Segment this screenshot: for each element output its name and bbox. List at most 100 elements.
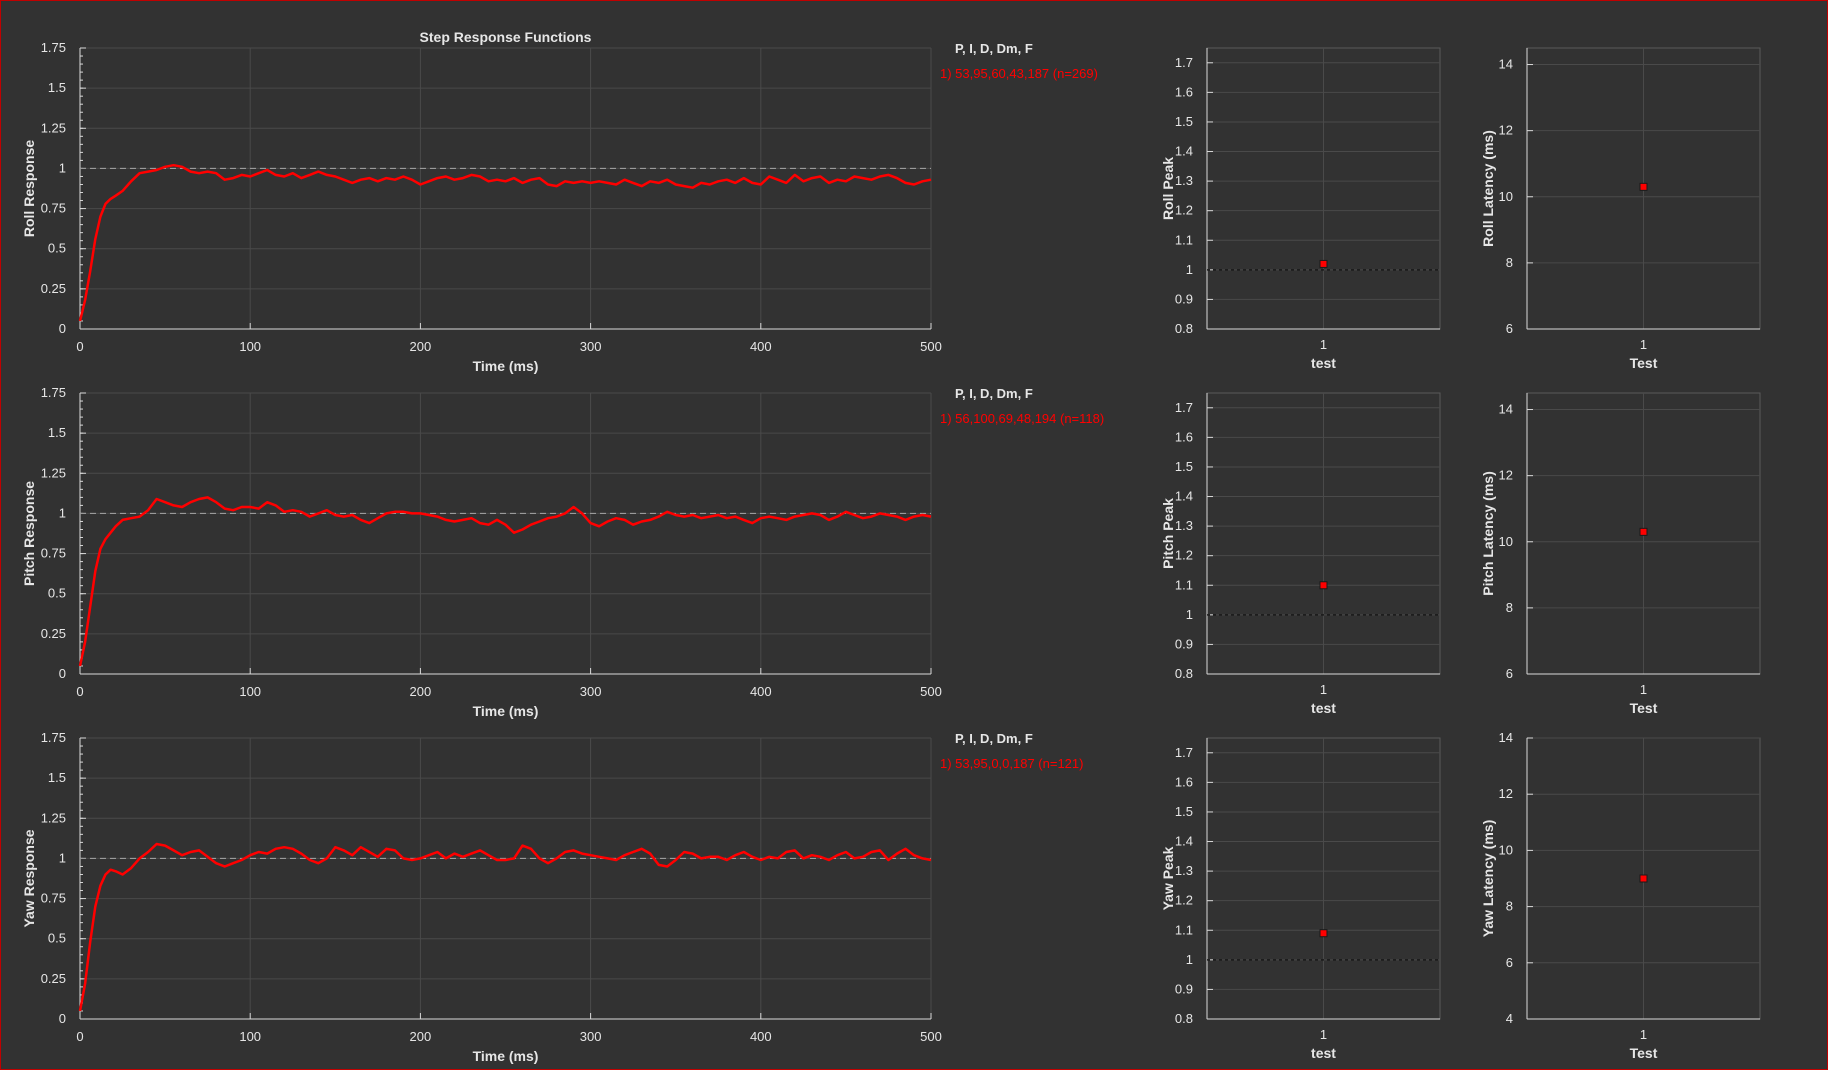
y-tick-label: 1 xyxy=(59,850,66,865)
data-point xyxy=(1319,929,1328,938)
y-tick-label: 1 xyxy=(1186,952,1193,967)
chart-panel-5: 6 8 10 12 14 1 Pitch Latency (ms) Test xyxy=(1480,392,1761,716)
y-tick-label: 10 xyxy=(1499,534,1513,549)
y-tick-label: 4 xyxy=(1506,1011,1513,1026)
x-axis-label: Time (ms) xyxy=(473,703,539,719)
y-tick-label: 0 xyxy=(59,321,66,336)
data-point xyxy=(1639,874,1648,883)
y-tick-label: 0 xyxy=(59,1011,66,1026)
y-tick-label: 1.2 xyxy=(1175,893,1193,908)
y-tick-label: 1.4 xyxy=(1175,144,1193,159)
x-tick-label: 300 xyxy=(580,684,602,699)
y-tick-label: 1.75 xyxy=(41,385,66,400)
data-point xyxy=(1319,581,1328,590)
y-tick-label: 1.3 xyxy=(1175,173,1193,188)
y-tick-label: 8 xyxy=(1506,255,1513,270)
y-tick-label: 0.9 xyxy=(1175,981,1193,996)
y-tick-label: 0.8 xyxy=(1175,321,1193,336)
y-tick-label: 1.25 xyxy=(41,120,66,135)
y-tick-label: 1.5 xyxy=(1175,114,1193,129)
y-tick-label: 1.5 xyxy=(1175,804,1193,819)
x-axis-label: test xyxy=(1311,1045,1336,1061)
y-tick-label: 12 xyxy=(1499,468,1513,483)
y-tick-label: 1.25 xyxy=(41,465,66,480)
x-tick-label: 200 xyxy=(410,339,432,354)
x-tick-label: 200 xyxy=(410,684,432,699)
chart-panel-6: 0 0.25 0.5 0.75 1 1.25 1.5 1.75 0 100 200 300 400 500… xyxy=(21,730,1083,1064)
y-axis-label: Pitch Peak xyxy=(1160,498,1176,569)
x-tick-label: 100 xyxy=(239,1029,261,1044)
y-tick-label: 1.75 xyxy=(41,40,66,55)
chart-panel-8: 4 6 8 10 12 14 1 Yaw Latency (ms) Test xyxy=(1480,730,1761,1061)
x-tick-label: 0 xyxy=(76,684,83,699)
y-tick-label: 1.75 xyxy=(41,730,66,745)
y-tick-label: 1.2 xyxy=(1175,203,1193,218)
y-tick-label: 1.3 xyxy=(1175,863,1193,878)
chart-panel-3: 0 0.25 0.5 0.75 1 1.25 1.5 1.75 0 100 200 300 400 500… xyxy=(21,385,1104,719)
x-tick-label: 100 xyxy=(239,684,261,699)
step-response-line xyxy=(78,496,932,667)
y-tick-label: 1.1 xyxy=(1175,232,1193,247)
y-tick-label: 1.25 xyxy=(41,810,66,825)
x-tick-label: 500 xyxy=(920,1029,942,1044)
x-tick-label: 400 xyxy=(750,684,772,699)
y-tick-label: 10 xyxy=(1499,842,1513,857)
x-axis-label: Time (ms) xyxy=(473,358,539,374)
y-tick-label: 0.5 xyxy=(48,586,66,601)
x-axis-label: Time (ms) xyxy=(473,1048,539,1064)
y-axis-label: Roll Peak xyxy=(1160,157,1176,220)
x-tick-label: 1 xyxy=(1320,682,1327,697)
y-tick-label: 1.4 xyxy=(1175,834,1193,849)
x-tick-label: 0 xyxy=(76,339,83,354)
chart-title: Step Response Functions xyxy=(420,29,592,45)
chart-panel-2: 6 8 10 12 14 1 Roll Latency (ms) Test xyxy=(1480,47,1761,371)
legend-title: P, I, D, Dm, F xyxy=(955,386,1033,401)
y-tick-label: 1.5 xyxy=(48,80,66,95)
y-tick-label: 0.9 xyxy=(1175,291,1193,306)
y-tick-label: 1.5 xyxy=(48,425,66,440)
y-axis-label: Yaw Response xyxy=(21,829,37,927)
y-tick-label: 10 xyxy=(1499,189,1513,204)
x-tick-label: 300 xyxy=(580,339,602,354)
y-tick-label: 6 xyxy=(1506,666,1513,681)
y-tick-label: 0.9 xyxy=(1175,636,1193,651)
y-tick-label: 1.5 xyxy=(1175,459,1193,474)
y-tick-label: 0.8 xyxy=(1175,1011,1193,1026)
y-tick-label: 8 xyxy=(1506,600,1513,615)
step-response-line xyxy=(78,163,932,322)
x-tick-label: 500 xyxy=(920,339,942,354)
x-axis-label: test xyxy=(1311,700,1336,716)
y-tick-label: 1.3 xyxy=(1175,518,1193,533)
y-tick-label: 1.6 xyxy=(1175,774,1193,789)
y-tick-label: 6 xyxy=(1506,955,1513,970)
x-tick-label: 400 xyxy=(750,1029,772,1044)
y-tick-label: 1.6 xyxy=(1175,84,1193,99)
legend-entry: 1) 53,95,0,0,187 (n=121) xyxy=(940,756,1083,771)
y-tick-label: 0.5 xyxy=(48,241,66,256)
chart-panel-7: 0.8 0.9 1 1.1 1.2 1.3 1.4 1.5 1.6 1.7 1 Yaw Peak tes… xyxy=(1160,737,1441,1061)
y-tick-label: 1.4 xyxy=(1175,489,1193,504)
y-tick-label: 14 xyxy=(1499,402,1513,417)
x-tick-label: 200 xyxy=(410,1029,432,1044)
legend-title: P, I, D, Dm, F xyxy=(955,731,1033,746)
x-tick-label: 1 xyxy=(1320,1027,1327,1042)
y-tick-label: 1.5 xyxy=(48,770,66,785)
y-tick-label: 1.7 xyxy=(1175,745,1193,760)
legend-title: P, I, D, Dm, F xyxy=(955,41,1033,56)
data-point xyxy=(1319,259,1328,268)
y-axis-label: Yaw Latency (ms) xyxy=(1480,820,1496,938)
y-tick-label: 1.1 xyxy=(1175,922,1193,937)
chart-panel-1: 0.8 0.9 1 1.1 1.2 1.3 1.4 1.5 1.6 1.7 1 Roll Peak te… xyxy=(1160,47,1441,371)
x-tick-label: 1 xyxy=(1640,337,1647,352)
x-axis-label: test xyxy=(1311,355,1336,371)
x-tick-label: 1 xyxy=(1320,337,1327,352)
y-tick-label: 0.75 xyxy=(41,891,66,906)
x-tick-label: 400 xyxy=(750,339,772,354)
y-tick-label: 14 xyxy=(1499,57,1513,72)
y-tick-label: 0.25 xyxy=(41,281,66,296)
y-tick-label: 12 xyxy=(1499,786,1513,801)
y-tick-label: 1.1 xyxy=(1175,577,1193,592)
y-tick-label: 0.25 xyxy=(41,971,66,986)
y-tick-label: 0.5 xyxy=(48,931,66,946)
y-tick-label: 1 xyxy=(1186,607,1193,622)
